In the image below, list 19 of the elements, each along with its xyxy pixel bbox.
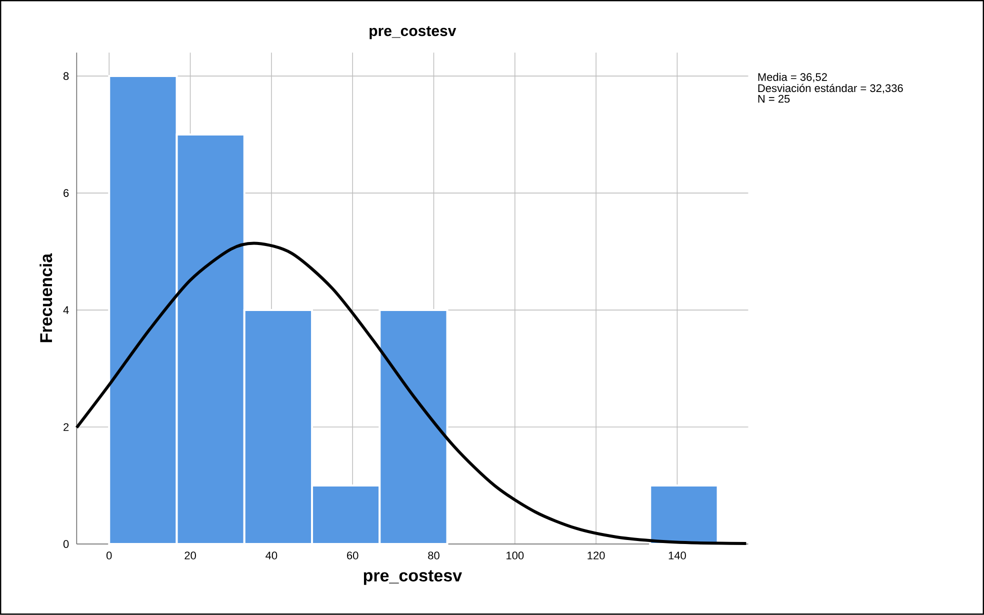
text: Media = 36,52 [758, 73, 827, 82]
text: Desviación estándar = 32,336 [758, 84, 903, 94]
x-tick-label: 140 [668, 552, 686, 560]
x-tick-label: 60 [347, 552, 358, 560]
y-tick-label: 6 [64, 189, 69, 198]
y-axis-title: Frecuencia [40, 253, 52, 342]
x-tick-label: 20 [184, 552, 196, 560]
y-tick-label: 8 [63, 72, 69, 80]
x-tick-label: 120 [588, 552, 605, 560]
x-tick-label: 100 [506, 552, 524, 560]
y-tick-label: 4 [63, 306, 69, 314]
y-tick-label: 2 [64, 423, 69, 432]
chart-title: pre_costesv [370, 26, 456, 40]
x-axis-title: pre_costesv [364, 570, 462, 586]
y-tick-label: 0 [63, 540, 69, 548]
x-tick-label: 40 [266, 552, 278, 560]
text: N = 25 [758, 95, 790, 103]
x-tick-label: 0 [106, 552, 112, 560]
x-tick-label: 80 [428, 552, 440, 560]
